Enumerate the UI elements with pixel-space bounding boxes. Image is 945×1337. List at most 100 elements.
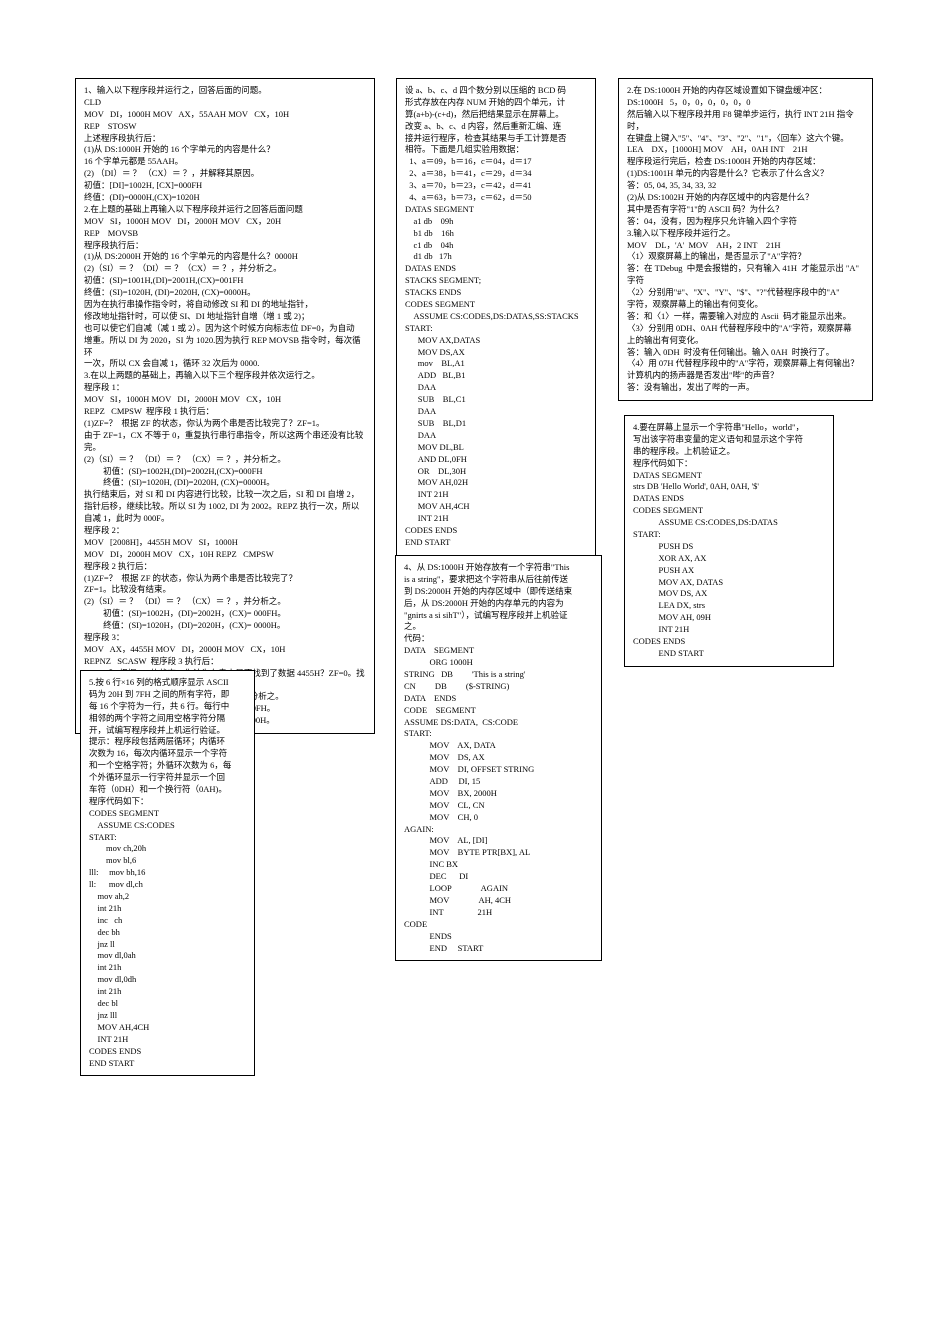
text-line: 之。 [404, 621, 593, 633]
text-line: ASSUME CS:CODES [89, 820, 246, 832]
text-line: 答：输入 0DH 时没有任何输出。输入 0AH 时换行了。 [627, 347, 864, 359]
text-line: 改变 a、b、c、d 内容，然后重新汇编、连 [405, 121, 587, 133]
text-line: (1)ZF=？ 根据 ZF 的状态，你认为两个串是否比较完了？ZF=1。 [84, 418, 366, 430]
text-line: DS:1000H 5，0，0，0，0，0，0 [627, 97, 864, 109]
text-line: 代码： [404, 633, 593, 645]
text-line: DAA [405, 406, 587, 418]
text-line: 4、从 DS:1000H 开始存放有一个字符串"This [404, 562, 593, 574]
text-line: ASSUME CS:CODES,DS:DATAS [633, 517, 825, 529]
text-line: 程序段 2： [84, 525, 366, 537]
text-line: 5.按 6 行×16 列的格式顺序显示 ASCII [89, 677, 246, 689]
text-line: 程序代码如下： [89, 796, 246, 808]
text-line: 终值：(SI)=1020H, (DI)=2020H, (CX)=0000H。 [84, 477, 366, 489]
text-line: MOV AX，4455H MOV DI，2000H MOV CX，10H [84, 644, 366, 656]
text-line: END START [89, 1058, 246, 1070]
text-line: 算(a+b)-(c+d)，然后把结果显示在屏幕上。 [405, 109, 587, 121]
text-line: 答：没有输出，发出了哔的一声。 [627, 382, 864, 394]
text-line: 3.在以上两题的基础上，再输入以下三个程序段并依次运行之。 [84, 370, 366, 382]
text-line: 形式存放在内存 NUM 开始的四个单元，计 [405, 97, 587, 109]
text-line: mov ah,2 [89, 891, 246, 903]
text-line: MOV DI, OFFSET STRING [404, 764, 593, 776]
text-line: DEC DI [404, 871, 593, 883]
text-line: INT 21H [405, 489, 587, 501]
text-line: XOR AX, AX [633, 553, 825, 565]
text-line: LEA DX, strs [633, 600, 825, 612]
text-line: 答：在 TDebug 中是会报错的，只有输入 41H 才能显示出 "A" [627, 263, 864, 275]
text-line: START: [633, 529, 825, 541]
text-line: MOV DI，1000H MOV AX，55AAH MOV CX，10H [84, 109, 366, 121]
text-line: 16 个字单元都是 55AAH。 [84, 156, 366, 168]
text-line: 执行结束后，对 SI 和 DI 内容进行比较，比较一次之后，SI 和 DI 自增… [84, 489, 366, 501]
text-line: MOV DS,AX [405, 347, 587, 359]
text-line: STACKS ENDS [405, 287, 587, 299]
text-line: MOV DL，'A' MOV AH，2 INT 21H [627, 240, 864, 252]
text-line: c1 db 04h [405, 240, 587, 252]
text-line: 串的程序段。上机验证之。 [633, 446, 825, 458]
text-line: jnz lll [89, 1010, 246, 1022]
text-line: 程序段 3： [84, 632, 366, 644]
text-line: 程序段运行完后，检查 DS:1000H 开始的内存区域： [627, 156, 864, 168]
text-line: MOV DS, AX [633, 588, 825, 600]
text-line: 增重。所以 DI 为 2020，SI 为 1020.因为执行 REP MOVSB… [84, 335, 366, 359]
text-line: 答：05, 04, 35, 34, 33, 32 [627, 180, 864, 192]
text-line: 初值：(SI)=1002H,(DI)=2002H,(CX)=000FH [84, 466, 366, 478]
text-line: inc ch [89, 915, 246, 927]
text-line: (2)（SI）＝ ？ （DI）＝ ？ （CX）＝ ？，并分析之。 [84, 596, 366, 608]
text-line: 3、a＝70，b＝23，c＝42，d＝41 [405, 180, 587, 192]
text-line: 上的输出有何变化。 [627, 335, 864, 347]
text-line: 〈3〉分别用 0DH、0AH 代替程序段中的"A"字符，观察屏幕 [627, 323, 864, 335]
text-line: REPZ CMPSW 程序段 1 执行后： [84, 406, 366, 418]
text-line: 终值：(DI)=0000H,(CX)=1020H [84, 192, 366, 204]
text-line: 也可以使它们自减（减 1 或 2）。因为这个时候方向标志位 DF=0，为自动 [84, 323, 366, 335]
text-line: CODE [404, 919, 593, 931]
text-line: 初值：(SI)=1001H,(DI)=2001H,(CX)=001FH [84, 275, 366, 287]
text-line: MOV DS, AX [404, 752, 593, 764]
text-line: (1)DS:1001H 单元的内容是什么？它表示了什么含义？ [627, 168, 864, 180]
text-line: MOV [2008H]，4455H MOV SI，1000H [84, 537, 366, 549]
text-line: MOV AH,02H [405, 477, 587, 489]
text-line: (2) （DI）＝ ？ （CX）＝ ？，并解释其原因。 [84, 168, 366, 180]
code-box-6: 5.按 6 行×16 列的格式顺序显示 ASCII码为 20H 到 7FH 之间… [80, 670, 255, 1076]
text-line: 答：04，没有，因为程序只允许输入四个字符 [627, 216, 864, 228]
code-box-4: 4.要在屏幕上显示一个字符串"Hello，world"，写出该字符串变量的定义语… [624, 415, 834, 667]
text-line: MOV SI，1000H MOV DI，2000H MOV CX，20H [84, 216, 366, 228]
text-line: CODES SEGMENT [405, 299, 587, 311]
text-line: 程序段 2 执行后： [84, 561, 366, 573]
text-line: REPNZ SCASW 程序段 3 执行后： [84, 656, 366, 668]
text-line: mov dl,0dh [89, 974, 246, 986]
text-line: int 21h [89, 986, 246, 998]
text-line: a1 db 09h [405, 216, 587, 228]
text-line: (2)（SI）＝ ？（DI）＝ ？（CX）＝ ？，并分析之。 [84, 263, 366, 275]
text-line: 开，试编写程序段并上机运行验证。 [89, 725, 246, 737]
text-line: MOV AL, [DI] [404, 835, 593, 847]
text-line: MOV SI，1000H MOV DI，2000H MOV CX，10H [84, 394, 366, 406]
text-line: 每 16 个字符为一行，共 6 行。每行中 [89, 701, 246, 713]
text-line: 程序代码如下： [633, 458, 825, 470]
text-line: 修改地址指针时，可以使 SI、DI 地址指针自增（增 1 或 2)； [84, 311, 366, 323]
text-line: 程序段 1： [84, 382, 366, 394]
text-line: d1 db 17h [405, 251, 587, 263]
text-line: CODES SEGMENT [89, 808, 246, 820]
text-line: 自减 1，此时为 000F。 [84, 513, 366, 525]
text-line: 因为在执行串操作指令时，将自动修改 SI 和 DI 的地址指针， [84, 299, 366, 311]
text-line: 〈2〉分别用"#"、"X"、"Y"、"$"、"?"代替程序段中的"A" [627, 287, 864, 299]
text-line: AND DL,0FH [405, 454, 587, 466]
text-line: CODES ENDS [633, 636, 825, 648]
text-line: 〈1〉观察屏幕上的输出，是否显示了"A"字符？ [627, 251, 864, 263]
text-line: 一次，所以 CX 会自减 1，循环 32 次后为 0000. [84, 358, 366, 370]
text-line: MOV AX, DATAS [633, 577, 825, 589]
text-line: 提示：程序段包括两层循环；内循环 [89, 736, 246, 748]
text-line: MOV AX,DATAS [405, 335, 587, 347]
text-line: mov bl,6 [89, 855, 246, 867]
text-line: strs DB 'Hello World', 0AH, 0AH, '$' [633, 481, 825, 493]
text-line: 终值：(SI)=1020H, (DI)=2020H, (CX)=0000H。 [84, 287, 366, 299]
text-line: int 21h [89, 962, 246, 974]
text-line: 后，从 DS:2000H 开始的内存单元的内容为 [404, 598, 593, 610]
text-line: 答：和〈1〉一样，需要输入对应的 Ascii 码才能显示出来。 [627, 311, 864, 323]
text-line: LEA DX，[1000H] MOV AH，0AH INT 21H [627, 144, 864, 156]
text-line: DATAS ENDS [405, 263, 587, 275]
text-line: 和一个空格字符；外循环次数为 6，每 [89, 760, 246, 772]
text-line: 由于 ZF=1，CX 不等于 0，重复执行串行串指令，所以这两个串还没有比较 [84, 430, 366, 442]
text-line: 2、a＝38，b＝41，c＝29，d＝34 [405, 168, 587, 180]
text-line: PUSH AX [633, 565, 825, 577]
